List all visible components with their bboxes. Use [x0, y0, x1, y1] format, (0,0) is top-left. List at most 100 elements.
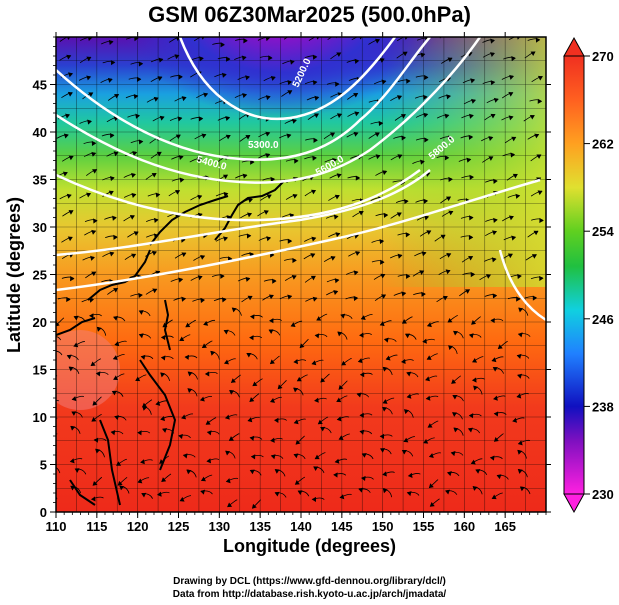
wind-arrow — [397, 154, 403, 160]
y-tick-label: 35 — [33, 173, 47, 188]
wind-arrow — [340, 313, 346, 319]
wind-arrow — [406, 491, 412, 497]
wind-arrow — [200, 489, 206, 495]
wind-arrow — [251, 503, 257, 509]
wind-arrow — [424, 74, 429, 81]
wind-arrow — [289, 213, 295, 219]
wind-arrow — [270, 252, 275, 258]
wind-arrow — [68, 72, 73, 78]
wind-arrow — [359, 372, 365, 378]
wind-arrow — [184, 354, 190, 360]
wind-arrow — [197, 194, 203, 200]
wind-arrow — [517, 332, 523, 338]
wind-arrow — [132, 150, 138, 156]
wind-arrow — [227, 502, 233, 508]
wind-arrow — [246, 352, 252, 358]
wind-arrow — [229, 390, 235, 395]
wind-arrow — [383, 337, 389, 343]
wind-arrow — [274, 469, 280, 474]
wind-arrow — [266, 236, 272, 242]
wind-arrow — [221, 297, 227, 303]
wind-arrow — [226, 56, 231, 62]
wind-arrow — [286, 133, 292, 139]
wind-streamlines — [49, 37, 544, 509]
wind-arrow — [530, 51, 536, 56]
x-tick-label: 160 — [453, 519, 475, 534]
wind-arrow — [508, 215, 514, 221]
wind-arrow — [496, 474, 502, 480]
wind-arrow — [402, 51, 408, 57]
wind-arrow — [178, 154, 184, 161]
y-axis-label: Latitude (degrees) — [4, 197, 24, 353]
wind-arrow — [475, 469, 481, 474]
wind-arrow — [287, 79, 293, 86]
wind-arrow — [71, 411, 77, 416]
wind-arrow — [336, 113, 342, 119]
wind-arrow — [140, 354, 146, 360]
wind-arrow — [197, 275, 203, 281]
wind-arrow — [452, 412, 458, 417]
wind-arrow — [339, 494, 345, 500]
wind-arrow — [96, 326, 102, 332]
wind-arrow — [311, 236, 317, 242]
wind-arrow — [491, 357, 497, 363]
wind-arrow — [361, 453, 367, 458]
wind-arrow — [361, 475, 366, 482]
wind-arrow — [287, 294, 293, 300]
wind-arrow — [265, 131, 271, 137]
wind-arrow — [178, 277, 184, 283]
wind-arrow — [488, 136, 494, 141]
wind-arrow — [111, 390, 117, 396]
wind-arrow — [444, 155, 450, 161]
wind-arrow — [93, 218, 98, 224]
wind-arrow — [157, 491, 162, 497]
wind-arrow — [356, 392, 362, 398]
wind-arrow — [379, 433, 385, 439]
wind-arrow — [427, 423, 433, 428]
wind-arrow — [406, 273, 411, 279]
wind-arrow — [447, 135, 453, 141]
x-tick-label: 145 — [331, 519, 353, 534]
wind-arrow — [247, 295, 253, 301]
wind-arrow — [404, 199, 409, 205]
wind-arrow — [448, 210, 454, 216]
wind-arrow — [113, 375, 119, 381]
wind-arrow — [162, 427, 168, 433]
wind-arrow — [452, 394, 458, 400]
wind-arrow — [225, 134, 231, 140]
wind-arrow — [359, 429, 365, 435]
wind-arrow — [336, 52, 342, 57]
wind-arrow — [201, 133, 207, 139]
wind-arrow — [187, 388, 193, 394]
wind-arrow — [313, 113, 319, 119]
wind-arrow — [179, 496, 185, 502]
wind-arrow — [472, 357, 478, 363]
y-tick-label: 15 — [33, 363, 47, 378]
wind-arrow — [516, 353, 522, 359]
wind-arrow — [429, 502, 435, 507]
x-axis: 110 115 120 125 130 135 140 145 150 155 160 165 — [46, 32, 547, 534]
wind-arrow — [287, 238, 293, 244]
wind-arrow — [175, 189, 181, 195]
wind-arrow — [49, 335, 53, 339]
wind-arrow — [510, 152, 516, 158]
wind-arrow — [509, 74, 514, 80]
wind-arrow — [270, 176, 276, 183]
wind-arrow — [274, 417, 279, 423]
wind-arrow — [133, 231, 139, 236]
wind-arrow — [92, 169, 98, 174]
wind-arrow — [95, 371, 101, 377]
map-field: 5200.0 5300.0 5400.0 5600.0 5800.0 — [49, 37, 546, 512]
wind-arrow — [161, 477, 167, 482]
wind-arrow — [141, 492, 147, 498]
wind-arrow — [450, 451, 456, 457]
wind-arrow — [467, 427, 473, 433]
wind-arrow — [66, 193, 72, 199]
streamline — [56, 433, 58, 435]
wind-arrow — [444, 113, 450, 119]
wind-arrow — [354, 58, 360, 64]
wind-arrow — [380, 259, 385, 265]
wind-arrow — [224, 359, 230, 365]
wind-arrow — [353, 93, 359, 98]
wind-arrow — [490, 80, 496, 86]
